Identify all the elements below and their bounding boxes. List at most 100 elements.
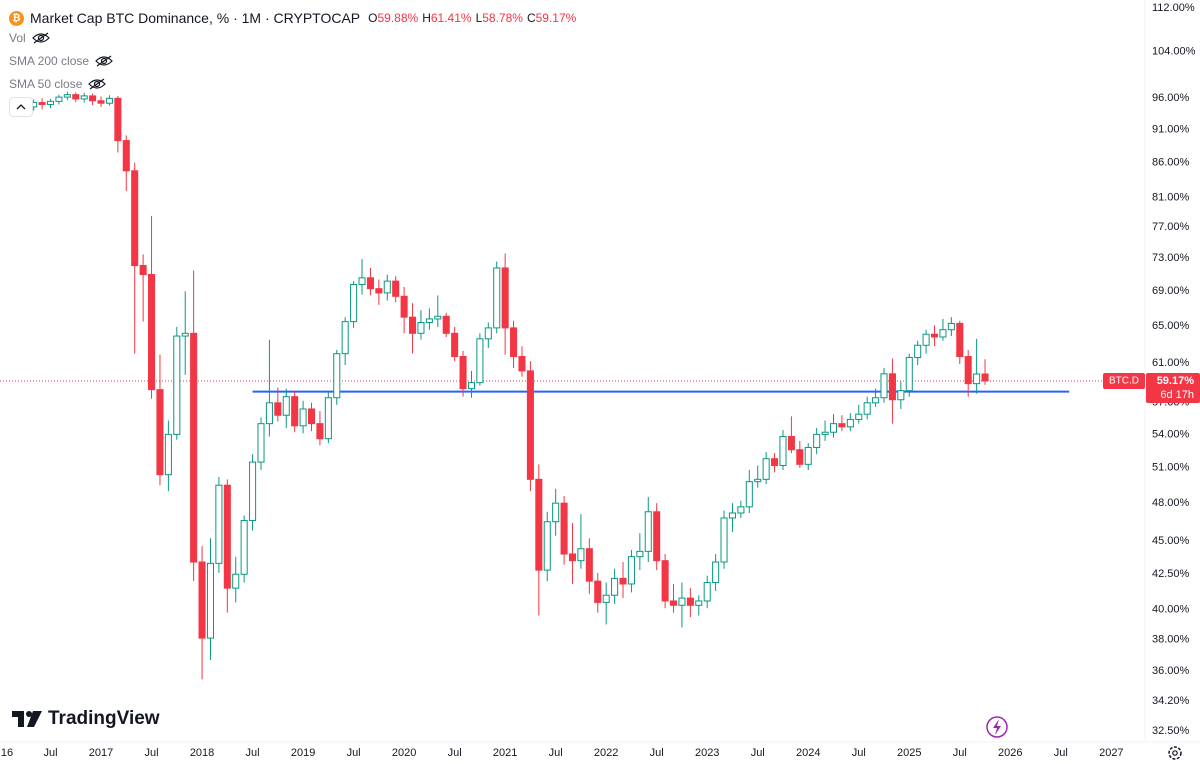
indicator: SMA 50 close — [9, 72, 580, 95]
candle-body — [206, 562, 215, 639]
candle-body — [451, 332, 459, 358]
candle-body — [888, 373, 896, 401]
collapse-button[interactable] — [9, 97, 33, 117]
candle-body — [240, 519, 248, 575]
y-tick-label: 81.00% — [1152, 191, 1190, 203]
x-tick-label: Jul — [751, 747, 765, 759]
candle-body — [333, 353, 341, 399]
y-tick-label: 32.50% — [1152, 725, 1190, 737]
candle-body — [131, 170, 139, 267]
settings-button[interactable] — [1168, 746, 1182, 760]
candle-body — [653, 511, 661, 562]
candle-body — [973, 373, 981, 385]
candle-body — [914, 344, 922, 358]
chevron-icon[interactable] — [16, 104, 26, 110]
candle-body — [956, 322, 964, 358]
indicator: SMA 200 close — [9, 49, 580, 72]
candle-body — [383, 280, 391, 294]
x-tick-label: 2025 — [897, 747, 921, 759]
y-tick-label: 45.00% — [1152, 535, 1190, 547]
y-tick-label: 34.20% — [1152, 695, 1190, 707]
candle-body — [526, 370, 534, 480]
eye-off-icon[interactable] — [88, 78, 107, 90]
candle-body — [442, 315, 450, 334]
candle-body — [257, 423, 265, 463]
candle-body — [712, 561, 720, 584]
candle-body — [619, 577, 627, 585]
ohlc-values: O59.88% H61.41% L58.78% C59.17% — [368, 11, 580, 25]
candle-body — [930, 333, 939, 338]
eye-off-icon[interactable] — [31, 32, 50, 44]
coin-icon: ₿ — [9, 10, 24, 26]
candle-body — [484, 327, 492, 340]
candle-body — [307, 408, 316, 425]
x-tick-label: 16 — [1, 747, 13, 759]
candle-body — [762, 458, 770, 480]
candle-body — [316, 423, 324, 440]
candle-body — [846, 418, 854, 428]
candle-body — [350, 283, 358, 323]
candle-body — [249, 461, 257, 521]
candle-body — [737, 506, 745, 514]
candle-body — [829, 423, 838, 433]
candle-body — [771, 458, 779, 466]
candle-body — [392, 280, 400, 297]
candle-body — [375, 288, 383, 294]
candle-body — [72, 94, 80, 100]
y-tick-label: 104.00% — [1152, 45, 1196, 57]
lightning-icon[interactable] — [993, 719, 1001, 735]
y-tick-label: 69.00% — [1152, 285, 1190, 297]
candle-body — [476, 338, 484, 384]
symbol-tag-bg — [1103, 372, 1145, 389]
candle-body — [669, 600, 678, 606]
x-tick-label: Jul — [448, 747, 462, 759]
ohlc-value: 61.41% — [430, 11, 472, 25]
candle-body — [552, 502, 560, 523]
candle-body — [804, 447, 812, 465]
lightning-button[interactable] — [986, 716, 1008, 738]
candle-body — [63, 94, 71, 98]
candle-body — [518, 356, 526, 372]
x-tick-label: 2027 — [1099, 747, 1123, 759]
candle-body — [872, 397, 880, 404]
x-tick-label: Jul — [1054, 747, 1068, 759]
candle-body — [80, 95, 88, 100]
indicator-list: Vol SMA 200 close SMA 50 close — [9, 26, 580, 95]
price-tag-bg — [1146, 372, 1200, 403]
chart-title: Market Cap BTC Dominance, % · 1M · CRYPT… — [30, 10, 361, 26]
candle-body — [585, 548, 593, 582]
candle-body — [282, 396, 290, 416]
candle-body — [291, 396, 299, 427]
candle-body — [627, 556, 635, 585]
candle-body — [678, 597, 686, 606]
candle-body — [939, 329, 947, 338]
candle-body — [493, 267, 501, 329]
y-tick-label: 54.00% — [1152, 428, 1190, 440]
y-tick-label: 65.00% — [1152, 320, 1190, 332]
candle-body — [299, 408, 307, 427]
candle-body — [905, 356, 913, 392]
eye-off-icon[interactable] — [95, 55, 113, 67]
gear-outer[interactable] — [1168, 746, 1182, 760]
legend-header: ₿ Market Cap BTC Dominance, % · 1M · CRY… — [9, 10, 580, 26]
candle-body — [232, 573, 240, 589]
indicator-name: SMA 200 close — [9, 53, 90, 68]
candle-body — [838, 423, 846, 428]
candle-body — [467, 382, 476, 390]
x-tick-label: Jul — [246, 747, 260, 759]
y-tick-label: 73.00% — [1152, 252, 1190, 264]
candle-body — [644, 511, 652, 552]
candle-body — [880, 373, 888, 399]
x-tick-label: 2017 — [89, 747, 113, 759]
candle-body — [181, 332, 189, 337]
ohlc-key: C — [526, 11, 536, 25]
gear-inner[interactable] — [1172, 750, 1178, 756]
x-tick-label: 2018 — [190, 747, 214, 759]
candle-body — [223, 484, 231, 589]
candle-body — [46, 100, 55, 105]
candle-body — [720, 517, 728, 563]
candle-body — [55, 96, 63, 102]
ohlc-key: H — [422, 11, 431, 25]
